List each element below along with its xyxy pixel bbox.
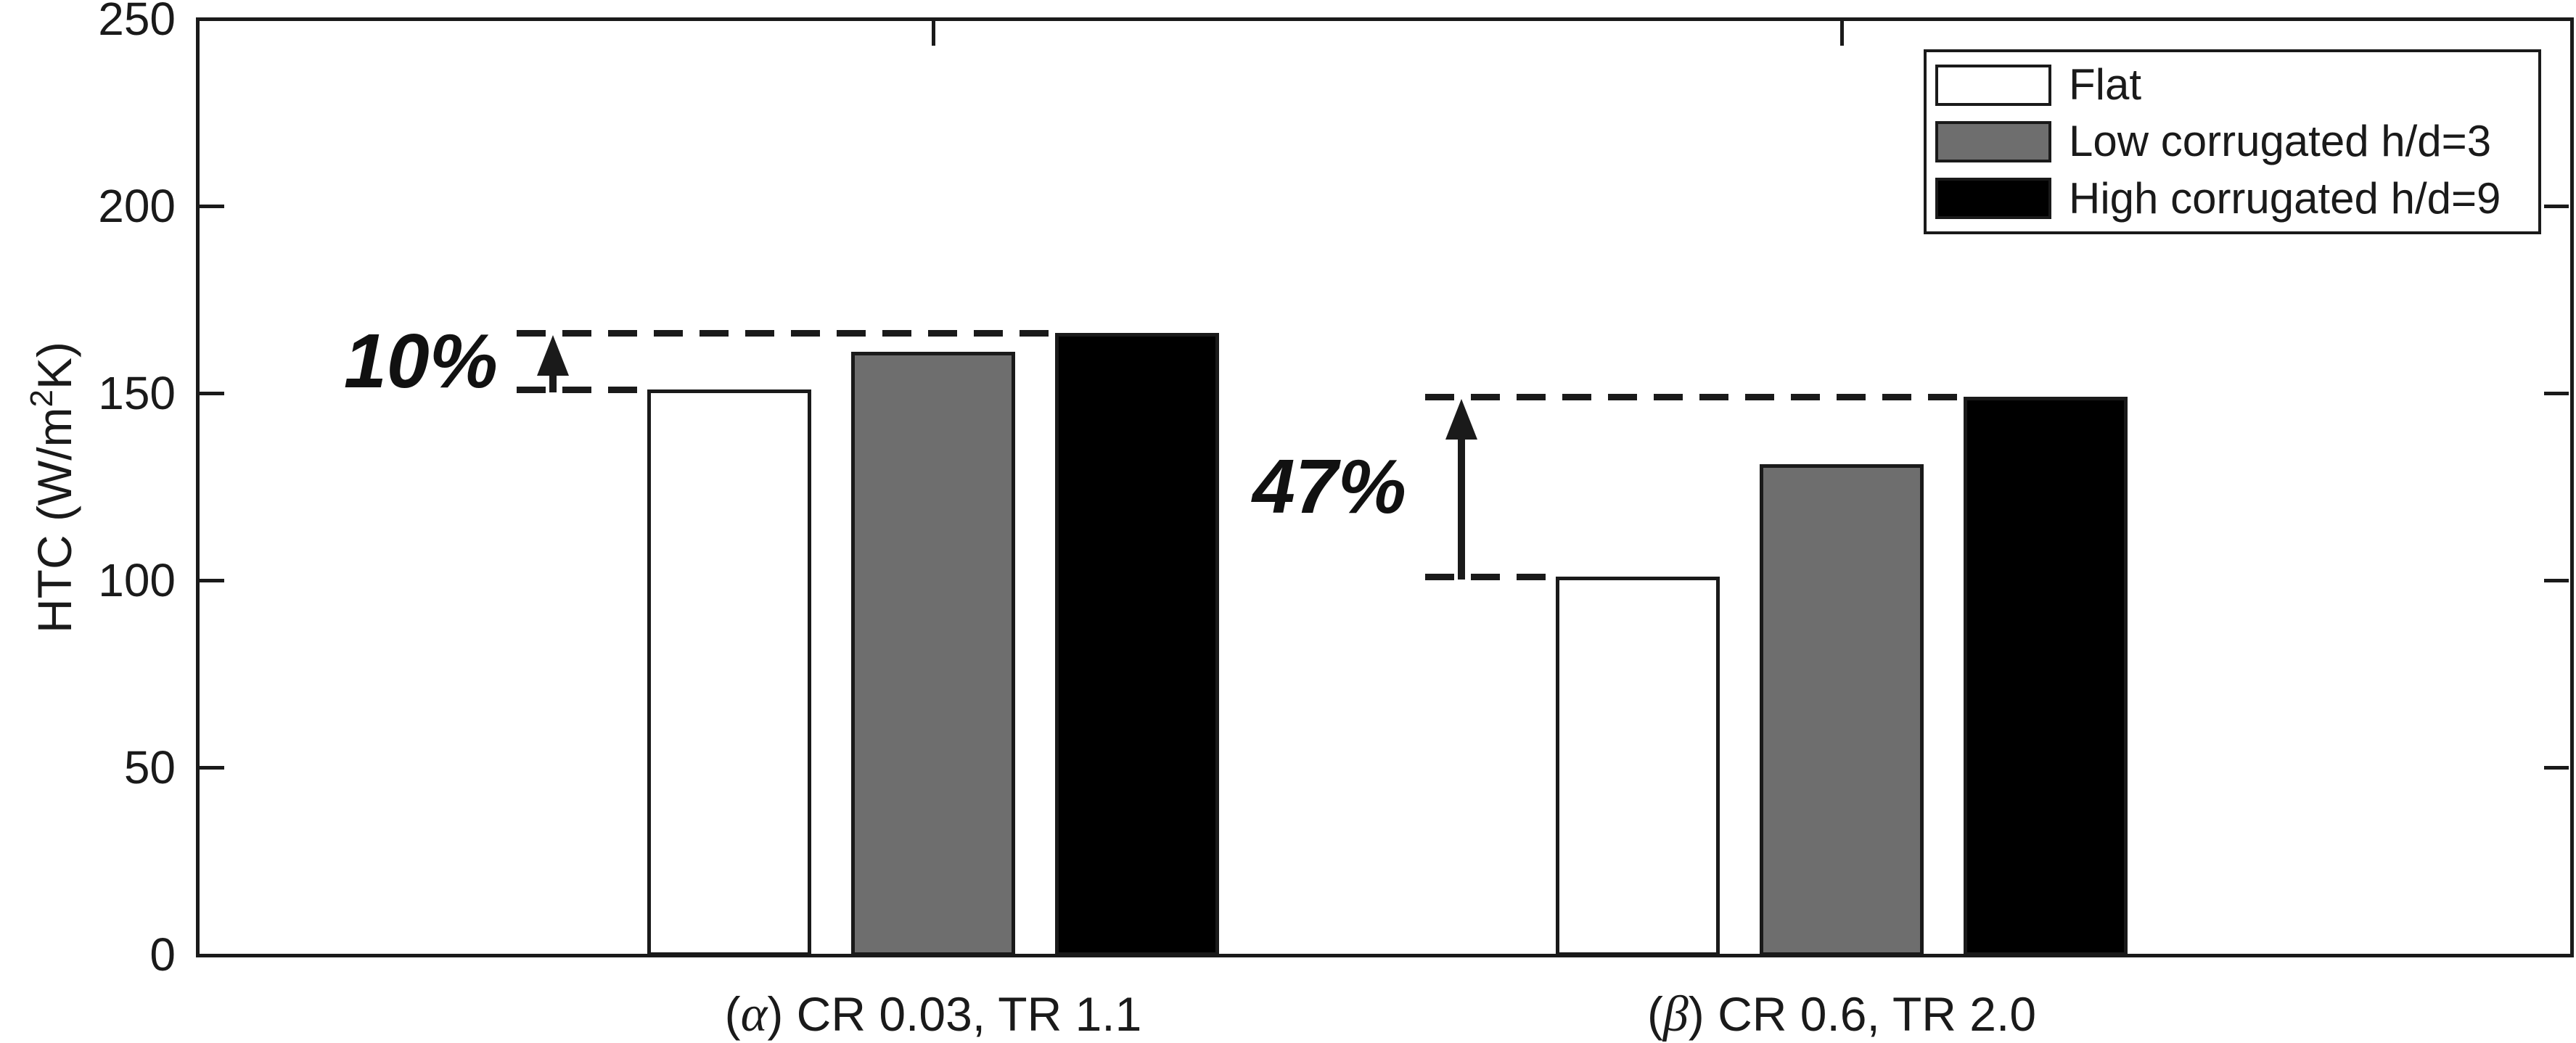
legend-row-low-corrugated: Low corrugated h/d=3 (1935, 118, 2538, 165)
y-axis-title: HTC (W/m2K) (6, 197, 81, 778)
x-category-label: (α) CR 0.03, TR 1.1 (724, 986, 1142, 1042)
y-tick-label: 250 (98, 0, 176, 45)
y-axis-title-prefix: HTC (W/m (28, 407, 81, 634)
greek-symbol: α (740, 986, 768, 1042)
x-category-label: (β) CR 0.6, TR 2.0 (1646, 986, 2037, 1042)
legend-label-low-corrugated: Low corrugated h/d=3 (2069, 117, 2492, 166)
legend-swatch-high-corrugated (1935, 178, 2051, 220)
legend-label-flat: Flat (2069, 60, 2142, 110)
y-tick-label: 0 (149, 928, 176, 981)
greek-symbol: β (1662, 986, 1689, 1042)
legend-swatch-low-corrugated (1935, 120, 2051, 162)
legend: Flat Low corrugated h/d=3 High corrugate… (1924, 49, 2541, 234)
y-axis-title-superscript: 2 (24, 389, 60, 408)
legend-row-high-corrugated: High corrugated h/d=9 (1935, 173, 2538, 223)
legend-label-high-corrugated: High corrugated h/d=9 (2069, 173, 2501, 223)
y-axis-title-suffix: K) (28, 341, 81, 389)
legend-swatch-flat (1935, 64, 2051, 106)
legend-row-flat: Flat (1935, 62, 2538, 108)
